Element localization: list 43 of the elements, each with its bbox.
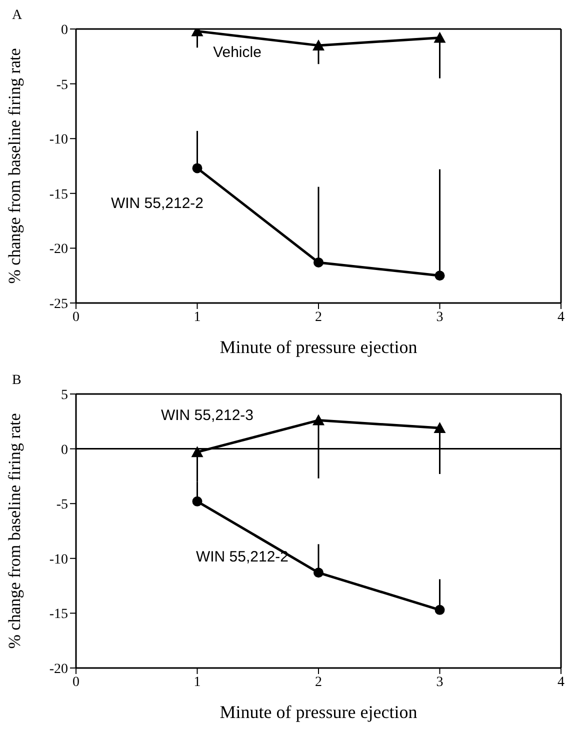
y-tick-label: -25: [49, 296, 68, 312]
chart-title: A: [12, 8, 22, 24]
x-tick-label: 3: [436, 674, 444, 690]
point: [192, 163, 202, 174]
point: [434, 422, 446, 433]
point: [312, 39, 324, 50]
point: [312, 414, 324, 426]
y-tick-label: -15: [49, 187, 68, 202]
y-tick-label: -10: [49, 132, 68, 148]
series-label: WIN 55,212-3: [160, 407, 254, 424]
x-tick-label: 2: [315, 674, 322, 690]
point: [192, 496, 202, 506]
point: [314, 257, 324, 268]
y-tick-label: 0: [61, 442, 68, 458]
x-tick-label: 2: [315, 310, 322, 325]
x-tick-label: 1: [194, 310, 201, 325]
x-axis-title: Minute of pressure ejection: [220, 337, 418, 357]
y-tick-label: -15: [49, 607, 68, 622]
y-axis-title: % change from baseline firing rate: [5, 48, 24, 284]
series-label: WIN 55,212-2: [196, 548, 289, 566]
x-tick-label: 0: [72, 674, 80, 690]
point: [434, 604, 445, 615]
x-tick-label: 0: [72, 310, 80, 325]
y-tick-label: -5: [56, 78, 68, 93]
point: [314, 568, 324, 578]
point: [434, 270, 445, 281]
chart-title: B: [12, 373, 22, 389]
point: [434, 32, 446, 43]
point: [191, 446, 204, 458]
x-tick-label: 4: [558, 310, 564, 325]
y-axis-title: % change from baseline firing rate: [5, 413, 24, 649]
x-axis-title: Minute of pressure ejection: [220, 702, 418, 722]
y-tick-label: 5: [61, 388, 68, 403]
x-tick-label: 1: [194, 674, 201, 690]
y-tick-label: -20: [49, 242, 68, 258]
y-tick-label: -10: [49, 552, 68, 568]
x-tick-label: 4: [558, 674, 564, 690]
x-tick-label: 3: [436, 310, 444, 325]
y-tick-label: 0: [61, 22, 68, 38]
y-tick-label: -5: [56, 498, 68, 513]
series-label: Vehicle: [213, 44, 262, 62]
series-label: WIN 55,212-2: [110, 195, 204, 212]
y-tick-label: -20: [49, 662, 68, 677]
